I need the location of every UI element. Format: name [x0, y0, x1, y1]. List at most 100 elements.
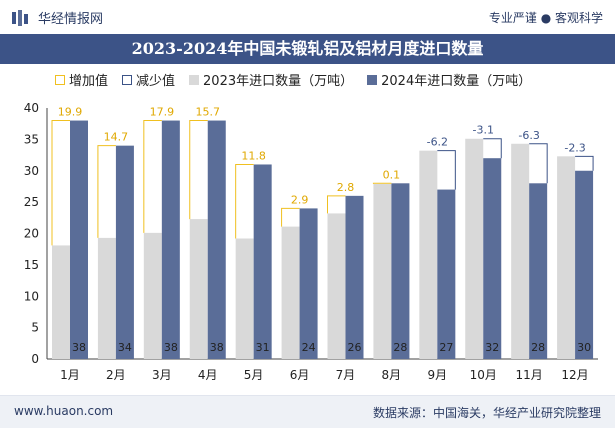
bar-2024	[345, 195, 364, 359]
increase-label: 2.9	[291, 193, 309, 206]
x-tick-label: 4月	[198, 368, 218, 382]
data-label-2024: 30	[577, 341, 591, 354]
data-label-2024: 27	[439, 341, 453, 354]
increase-bracket	[97, 145, 116, 238]
y-tick-label: 0	[31, 352, 39, 366]
slogan: 专业严谨 ● 客观科学	[488, 11, 603, 25]
y-tick-label: 35	[24, 132, 39, 146]
decrease-label: -3.1	[473, 124, 494, 137]
x-tick-label: 3月	[152, 368, 172, 382]
increase-label: 14.7	[104, 131, 129, 144]
increase-label: 11.8	[241, 149, 266, 162]
y-tick-label: 20	[24, 227, 39, 241]
legend-label-decrease: 减少值	[136, 74, 176, 89]
x-tick-label: 5月	[244, 368, 264, 382]
x-tick-label: 9月	[427, 368, 447, 382]
increase-label: 0.1	[383, 168, 401, 181]
bar-2023	[465, 138, 484, 359]
bar-2023	[52, 245, 70, 359]
data-label-2024: 28	[531, 341, 545, 354]
x-tick-label: 8月	[382, 368, 402, 382]
x-tick-label: 12月	[561, 368, 588, 382]
bar-2024	[253, 164, 272, 359]
bar-2024	[575, 170, 594, 359]
y-tick-label: 25	[24, 195, 39, 209]
decrease-bracket	[575, 155, 594, 171]
bar-2024	[483, 158, 502, 359]
bar-2024	[161, 120, 180, 359]
bar-2023	[557, 156, 576, 359]
decrease-label: -6.2	[427, 136, 448, 149]
y-tick-label: 10	[24, 289, 39, 303]
x-tick-label: 10月	[470, 368, 497, 382]
y-tick-label: 40	[24, 101, 39, 115]
legend-item-increase: 增加值	[55, 70, 108, 89]
brand: 华经情报网	[12, 8, 103, 27]
bar-2023	[511, 143, 530, 359]
y-tick-label: 30	[24, 164, 39, 178]
increase-bracket	[143, 120, 162, 233]
bar-2024	[70, 120, 88, 359]
x-tick-label: 11月	[515, 368, 542, 382]
increase-label: 2.8	[337, 181, 355, 194]
data-label-2024: 38	[72, 341, 86, 354]
increase-bracket	[235, 163, 254, 239]
x-tick-label: 6月	[290, 368, 310, 382]
bar-2023	[327, 213, 346, 359]
bar-2023	[97, 237, 116, 359]
legend-swatch-2023	[189, 74, 200, 85]
bar-2023	[281, 226, 300, 359]
data-label-2024: 34	[118, 341, 132, 354]
data-label-2024: 24	[302, 341, 316, 354]
legend-item-decrease: 减少值	[122, 70, 175, 89]
bar-2024	[299, 208, 318, 359]
decrease-bracket	[437, 150, 456, 190]
data-label-2024: 26	[348, 341, 362, 354]
bar-2023	[235, 238, 254, 359]
legend-label-2024: 2024年进口数量（万吨）	[381, 74, 532, 89]
x-tick-label: 2月	[106, 368, 126, 382]
bar-2023	[189, 219, 208, 359]
bar-2023	[373, 183, 392, 359]
x-tick-label: 7月	[336, 368, 356, 382]
legend-swatch-2024	[367, 74, 378, 85]
chart-title: 2023-2024年中国未锻轧铝及铝材月度进口数量	[131, 39, 484, 58]
increase-bracket	[327, 195, 346, 214]
increase-label: 19.9	[58, 106, 83, 119]
title-bar: 2023-2024年中国未锻轧铝及铝材月度进口数量	[0, 34, 615, 64]
bar-2023	[419, 150, 438, 359]
footer: www.huaon.com 数据来源：中国海关，华经产业研究院整理	[0, 395, 615, 428]
data-label-2024: 38	[164, 341, 178, 354]
bar-2024	[437, 189, 456, 359]
brand-name: 华经情报网	[38, 12, 104, 27]
data-label-2024: 38	[210, 341, 224, 354]
x-tick-label: 1月	[60, 368, 80, 382]
bar-chart: 0 5 10 15 20 25 30 35 40 38 19.9 1月 34 14.7 2月 38 17.9 3月…	[24, 101, 598, 382]
increase-bracket	[281, 207, 300, 227]
bar-2024	[207, 120, 226, 359]
data-label-2024: 28	[393, 341, 407, 354]
y-tick-label: 5	[31, 321, 39, 335]
legend-item-2024: 2024年进口数量（万吨）	[367, 70, 531, 89]
increase-bracket	[372, 182, 392, 184]
logo-icon	[12, 9, 28, 26]
bar-2024	[529, 183, 548, 359]
y-tick-label: 15	[24, 258, 39, 272]
footer-source: 数据来源：中国海关，华经产业研究院整理	[372, 406, 601, 420]
legend-label-2023: 2023年进口数量（万吨）	[203, 74, 354, 89]
increase-label: 15.7	[196, 106, 221, 119]
increase-label: 17.9	[150, 106, 175, 119]
decrease-label: -6.3	[518, 129, 539, 142]
legend-swatch-decrease	[122, 74, 133, 85]
increase-bracket	[51, 120, 70, 246]
bar-2024	[391, 183, 410, 359]
increase-bracket	[189, 120, 208, 220]
legend-label-increase: 增加值	[69, 74, 109, 89]
footer-site: www.huaon.com	[14, 404, 114, 418]
legend-swatch-increase	[55, 74, 65, 85]
legend-item-2023: 2023年进口数量（万吨）	[189, 70, 353, 89]
bar-2023	[143, 232, 162, 359]
decrease-label: -2.3	[564, 141, 585, 154]
decrease-bracket	[483, 138, 502, 159]
data-label-2024: 31	[256, 341, 270, 354]
